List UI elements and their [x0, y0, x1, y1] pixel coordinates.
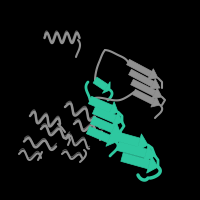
Polygon shape [152, 88, 162, 99]
Polygon shape [147, 156, 158, 173]
Polygon shape [133, 89, 155, 104]
Polygon shape [108, 102, 118, 116]
Polygon shape [112, 112, 122, 126]
Polygon shape [127, 59, 152, 77]
Polygon shape [121, 153, 150, 169]
Polygon shape [86, 126, 111, 143]
Polygon shape [92, 106, 117, 123]
Polygon shape [117, 142, 147, 158]
Polygon shape [129, 69, 154, 87]
Polygon shape [110, 122, 120, 136]
Polygon shape [102, 82, 110, 93]
Polygon shape [151, 96, 160, 107]
Polygon shape [90, 116, 115, 133]
Polygon shape [148, 69, 158, 79]
Polygon shape [93, 77, 108, 90]
Polygon shape [137, 134, 148, 151]
Polygon shape [106, 132, 116, 146]
Polygon shape [143, 145, 155, 162]
Polygon shape [150, 79, 160, 89]
Polygon shape [131, 79, 156, 96]
Polygon shape [88, 96, 113, 113]
Polygon shape [111, 131, 140, 147]
